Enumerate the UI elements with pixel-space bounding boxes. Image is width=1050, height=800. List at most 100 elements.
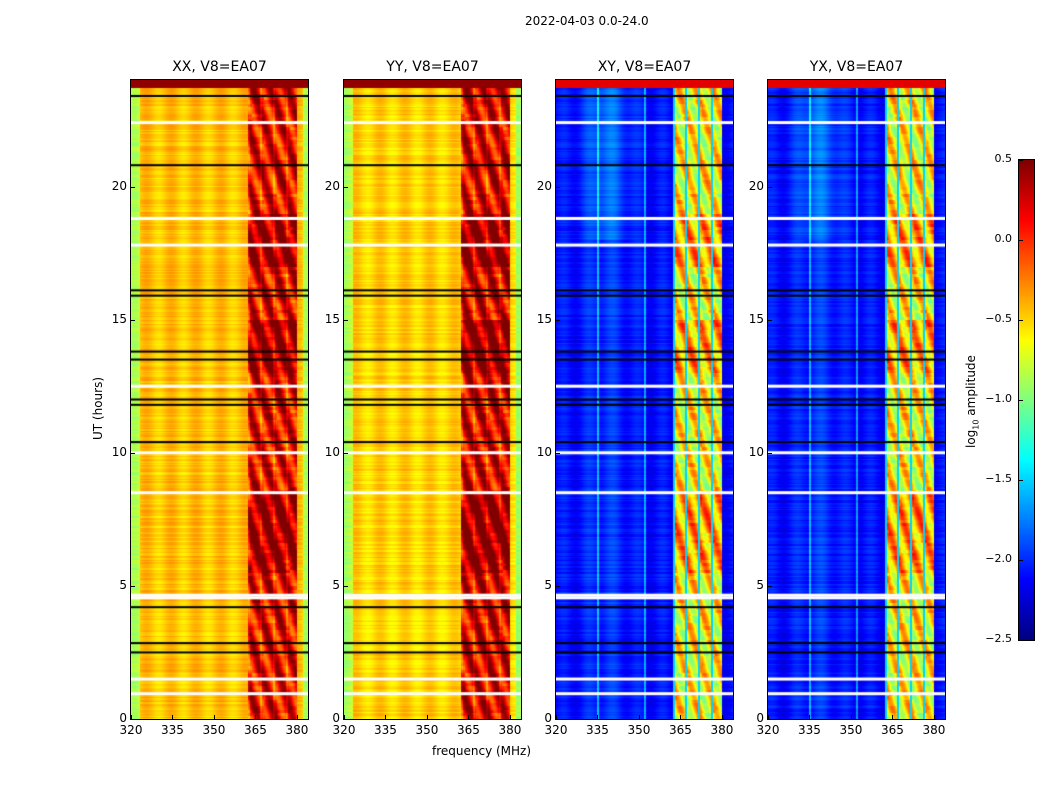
y-tick-label: 20 bbox=[748, 178, 764, 193]
colorbar-label-base: log bbox=[964, 429, 978, 448]
colorbar-tick bbox=[1019, 400, 1023, 401]
y-tick bbox=[131, 585, 135, 587]
heatmap-yx bbox=[768, 80, 945, 719]
y-tick-label: 20 bbox=[111, 178, 127, 193]
x-tick-label: 335 bbox=[798, 723, 821, 737]
colorbar-tick bbox=[1019, 320, 1023, 321]
x-axis-label: frequency (MHz) bbox=[432, 744, 532, 758]
panel-title: XY, V8=EA07 bbox=[597, 59, 692, 75]
y-tick bbox=[556, 585, 560, 587]
x-tick-label: 380 bbox=[498, 723, 522, 737]
panel-title: YY, V8=EA07 bbox=[386, 59, 479, 75]
y-tick bbox=[768, 186, 772, 188]
x-tick bbox=[933, 715, 935, 719]
x-tick-label: 350 bbox=[202, 723, 226, 737]
figure-title: 2022-04-03 0.0-24.0 bbox=[525, 14, 649, 28]
y-tick-label: 0 bbox=[119, 711, 127, 725]
x-tick bbox=[850, 715, 852, 719]
x-tick bbox=[426, 715, 428, 719]
y-tick-label: 10 bbox=[748, 444, 764, 459]
y-tick bbox=[768, 585, 772, 587]
x-tick-label: 350 bbox=[839, 723, 863, 737]
y-tick bbox=[556, 452, 560, 454]
y-tick-label: 20 bbox=[324, 178, 340, 193]
y-axis-label: UT (hours) bbox=[91, 376, 105, 440]
y-tick-label: 15 bbox=[324, 311, 340, 326]
x-tick bbox=[131, 715, 132, 719]
x-tick-label: 320 bbox=[544, 723, 568, 737]
x-tick-label: 320 bbox=[332, 723, 356, 737]
y-tick-label: 0 bbox=[756, 711, 764, 725]
x-tick bbox=[344, 715, 345, 719]
y-tick bbox=[768, 319, 772, 321]
y-tick-label: 15 bbox=[536, 311, 552, 326]
y-tick bbox=[131, 186, 135, 188]
x-tick bbox=[468, 715, 470, 719]
x-tick bbox=[213, 715, 215, 719]
x-tick-label: 380 bbox=[922, 723, 946, 737]
colorbar-tick-label: −2.0 bbox=[985, 552, 1012, 565]
colorbar-tick-label: −2.5 bbox=[985, 632, 1012, 645]
y-tick-label: 5 bbox=[756, 577, 764, 592]
x-tick bbox=[768, 715, 769, 719]
x-tick-label: 365 bbox=[457, 723, 480, 737]
y-tick bbox=[344, 452, 348, 454]
y-tick-label: 0 bbox=[332, 711, 340, 725]
colorbar-tick-label: 0.5 bbox=[994, 152, 1013, 165]
y-tick bbox=[556, 186, 560, 188]
y-tick bbox=[768, 719, 772, 720]
colorbar-label-sub: 10 bbox=[971, 419, 981, 430]
x-tick-label: 365 bbox=[881, 723, 904, 737]
colorbar-label: log10 amplitude bbox=[964, 355, 980, 448]
x-tick-label: 320 bbox=[119, 723, 143, 737]
x-tick-label: 350 bbox=[627, 723, 651, 737]
colorbar-tick-label: −1.0 bbox=[985, 392, 1012, 405]
colorbar-tick bbox=[1019, 480, 1023, 481]
heatmap-yy bbox=[344, 80, 521, 719]
colorbar-tick-label: −1.5 bbox=[985, 472, 1012, 485]
x-tick-label: 350 bbox=[415, 723, 439, 737]
x-tick bbox=[809, 715, 811, 719]
y-tick-label: 10 bbox=[111, 444, 127, 459]
y-tick bbox=[556, 719, 560, 720]
y-tick bbox=[556, 319, 560, 321]
colorbar-label-rest: amplitude bbox=[964, 355, 978, 420]
y-tick bbox=[344, 719, 348, 720]
y-tick bbox=[344, 186, 348, 188]
x-tick bbox=[638, 715, 640, 719]
panel-title: YX, V8=EA07 bbox=[809, 59, 904, 75]
x-tick-label: 335 bbox=[374, 723, 397, 737]
colorbar-tick-label: −0.5 bbox=[985, 312, 1012, 325]
x-tick bbox=[172, 715, 174, 719]
x-tick-label: 380 bbox=[285, 723, 309, 737]
x-tick-label: 365 bbox=[244, 723, 267, 737]
y-tick-label: 10 bbox=[324, 444, 340, 459]
y-tick-label: 20 bbox=[536, 178, 552, 193]
x-tick-label: 335 bbox=[586, 723, 609, 737]
y-tick-label: 0 bbox=[544, 711, 552, 725]
x-tick bbox=[892, 715, 894, 719]
x-tick bbox=[721, 715, 723, 719]
y-tick-label: 10 bbox=[536, 444, 552, 459]
y-tick bbox=[344, 585, 348, 587]
x-tick-label: 320 bbox=[756, 723, 780, 737]
colorbar-tick bbox=[1019, 240, 1023, 241]
colorbar-tick bbox=[1019, 640, 1023, 641]
heatmap-xx bbox=[131, 80, 308, 719]
y-tick-label: 5 bbox=[119, 577, 127, 592]
x-tick bbox=[597, 715, 599, 719]
x-tick bbox=[255, 715, 257, 719]
y-tick bbox=[131, 452, 135, 454]
y-tick bbox=[131, 719, 135, 720]
y-tick bbox=[768, 452, 772, 454]
y-tick bbox=[344, 319, 348, 321]
x-tick-label: 380 bbox=[710, 723, 734, 737]
colorbar-tick bbox=[1019, 160, 1023, 161]
x-tick bbox=[509, 715, 511, 719]
panel-title: XX, V8=EA07 bbox=[172, 59, 267, 75]
colorbar-tick-label: 0.0 bbox=[994, 232, 1013, 245]
x-tick bbox=[296, 715, 298, 719]
heatmap-xy bbox=[556, 80, 733, 719]
x-tick bbox=[556, 715, 557, 719]
